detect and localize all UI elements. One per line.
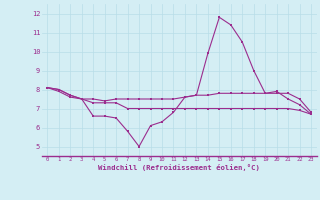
- X-axis label: Windchill (Refroidissement éolien,°C): Windchill (Refroidissement éolien,°C): [98, 164, 260, 171]
